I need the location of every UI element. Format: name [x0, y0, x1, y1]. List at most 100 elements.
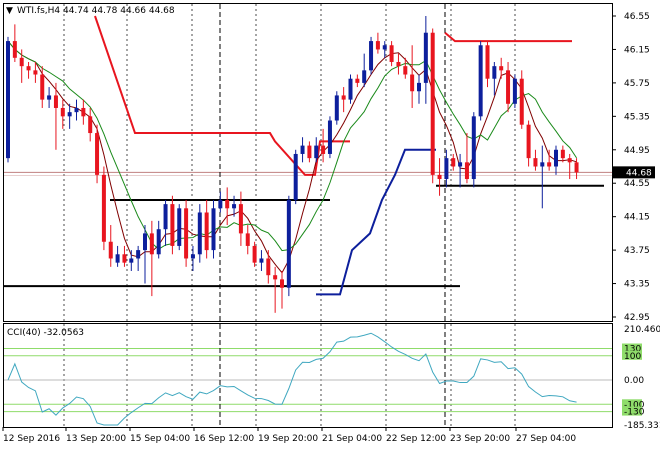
candle-body [163, 204, 168, 230]
candle [122, 245, 127, 267]
candle [348, 74, 353, 104]
candle [410, 45, 415, 108]
candle [26, 61, 31, 79]
candle-body [451, 158, 456, 167]
candle-body [375, 41, 380, 50]
y-tick-label: 46.15 [624, 45, 650, 55]
candle [232, 195, 237, 217]
cci-level-tag [622, 399, 642, 409]
candle [444, 149, 449, 188]
candle-body [190, 254, 195, 259]
overlay-lines [4, 4, 604, 427]
candle [492, 61, 497, 96]
candle-body [156, 229, 161, 255]
y-tick-label: 44.15 [624, 213, 650, 223]
candle [6, 36, 10, 163]
candle [567, 153, 572, 180]
candles[interactable] [6, 16, 579, 313]
candle-body [238, 204, 243, 234]
y-tick-label: 46.55 [624, 12, 650, 22]
candle [149, 220, 154, 297]
candle [540, 145, 545, 209]
x-tick-label: 23 Sep 20:00 [450, 434, 510, 444]
candle-body [458, 162, 463, 167]
candle-body [177, 208, 182, 246]
candle-body [88, 116, 93, 134]
candle [314, 137, 319, 163]
candle [245, 225, 250, 255]
candle [238, 191, 243, 246]
candle [478, 41, 483, 121]
y-tick-label: 43.35 [624, 280, 650, 290]
candle [170, 195, 175, 255]
candle [60, 99, 65, 129]
candle [375, 32, 380, 54]
candle [547, 149, 552, 171]
candle [560, 145, 565, 163]
price-axis: 46.55 46.15 45.75 45.35 44.95 44.55 44.15 43.75… [612, 12, 650, 323]
candle [53, 82, 58, 150]
candle [369, 36, 374, 75]
dropdown-arrow-icon[interactable]: ▼ [6, 6, 13, 16]
candle-body [184, 208, 189, 259]
x-tick-label: 12 Sep 2016 [3, 434, 60, 444]
candle-body [101, 174, 106, 242]
candle [225, 187, 230, 226]
candle-body [204, 212, 209, 251]
candle [464, 133, 469, 184]
candle [403, 57, 408, 79]
candle [211, 199, 216, 259]
candle-body [403, 66, 408, 75]
candle-body [19, 57, 24, 67]
candle-body [26, 66, 31, 71]
candle-body [74, 107, 79, 113]
candle-body [533, 158, 538, 167]
candle-body [259, 258, 264, 263]
candle [458, 153, 463, 188]
main-panel-frame [3, 3, 613, 322]
candle-body [410, 74, 415, 92]
x-tick-label: 16 Sep 12:00 [194, 434, 254, 444]
candle-body [348, 78, 353, 100]
candle-body [273, 275, 278, 280]
candle-body [355, 78, 360, 83]
candle-body [60, 107, 65, 117]
cci-level-tag [622, 350, 642, 360]
candle-body [526, 124, 531, 159]
candle [389, 41, 394, 67]
y-tick-label: 45.75 [624, 79, 650, 89]
candle [396, 53, 401, 75]
candle [47, 87, 52, 108]
candle-body [437, 174, 442, 180]
candle-body [95, 133, 100, 175]
candle-body [143, 233, 147, 251]
candle [67, 103, 72, 129]
candle-body [300, 145, 305, 154]
candle [430, 28, 435, 184]
candle-body [464, 162, 469, 180]
candle-body [430, 32, 435, 175]
candle-body [293, 153, 298, 200]
cci-tick-label: 0.00 [624, 376, 644, 386]
x-tick-label: 22 Sep 12:00 [386, 434, 446, 444]
candle-body [197, 212, 202, 255]
cci-tick-label: 100 [624, 352, 641, 362]
candle [307, 141, 312, 163]
candle [451, 153, 456, 171]
candle [19, 49, 24, 83]
candle [471, 112, 476, 188]
current-price-box: 44.68 [613, 166, 655, 179]
y-tick-label: 45.35 [624, 112, 650, 122]
candle [40, 66, 45, 108]
candle-body [362, 70, 367, 83]
candle-body [108, 241, 113, 259]
candle-body [232, 204, 237, 209]
candle [273, 266, 278, 313]
candle [533, 149, 538, 171]
y-tick-label: 42.95 [624, 313, 650, 323]
candle [437, 158, 442, 196]
candle-body [506, 70, 511, 104]
cci-path [7, 332, 577, 426]
